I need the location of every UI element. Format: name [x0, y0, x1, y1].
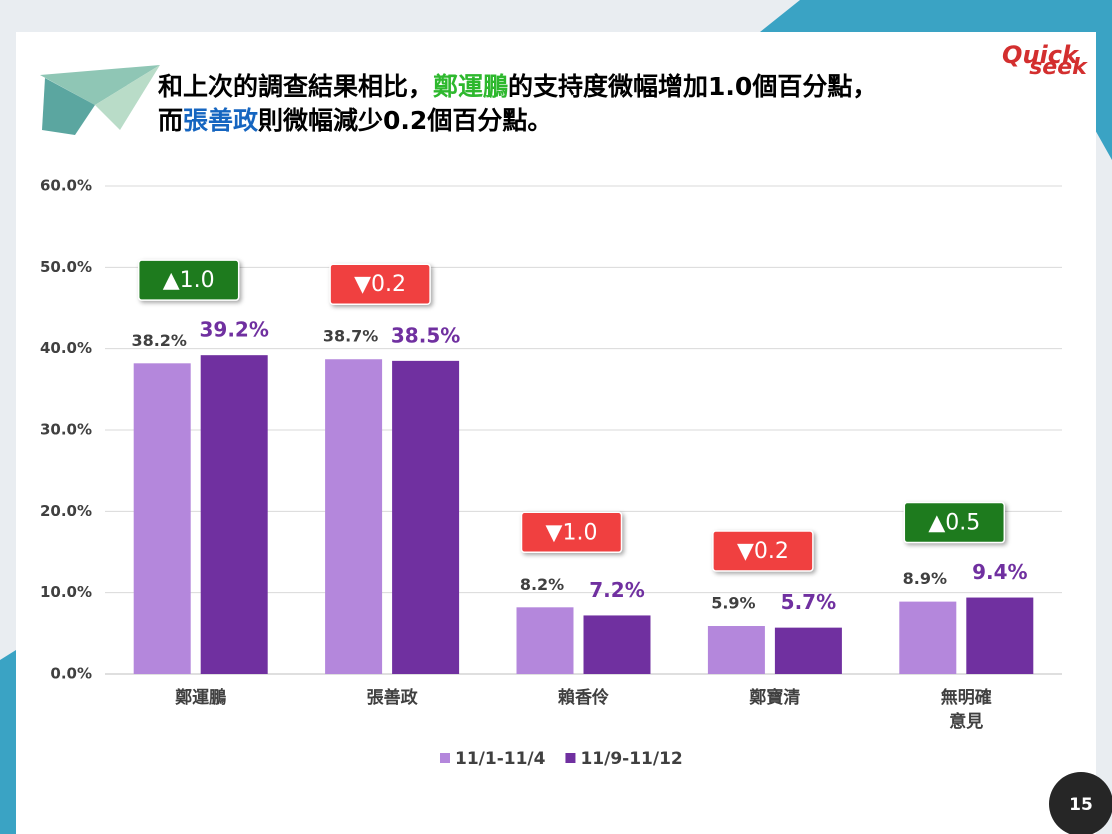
value-label: 38.5% [391, 323, 460, 347]
legend-label: 11/1-11/4 [455, 749, 546, 769]
value-label: 8.9% [903, 569, 947, 588]
change-label: ▲0.5 [928, 511, 980, 536]
title-segment: 則微幅減少0.2個百分點。 [258, 106, 553, 135]
decor [40, 65, 160, 105]
bar [583, 615, 651, 674]
title-segment: 張善政 [183, 106, 259, 135]
y-tick-label: 0.0% [50, 665, 92, 683]
y-tick-label: 60.0% [40, 177, 92, 195]
y-tick-label: 20.0% [40, 502, 92, 520]
value-label: 38.7% [323, 327, 379, 346]
legend-swatch [565, 753, 576, 763]
title-segment: 的支持度微幅增加1.0個百分點， [508, 72, 878, 101]
title-line: 和上次的調查結果相比，鄭運鵬的支持度微幅增加1.0個百分點， [158, 70, 877, 104]
bar [392, 360, 460, 674]
change-label: ▲1.0 [163, 268, 215, 293]
bar [899, 601, 957, 674]
page-badge [1049, 772, 1112, 834]
legend-label: 11/9-11/12 [580, 749, 682, 769]
bar [516, 607, 574, 674]
decor [95, 65, 160, 130]
change-badge [712, 530, 814, 572]
title-segment: 鄭運鵬 [433, 72, 509, 101]
x-tick-label: 張善政 [366, 688, 418, 708]
value-label: 38.2% [131, 331, 187, 350]
value-label: 5.9% [711, 594, 755, 613]
change-label: ▼0.2 [737, 539, 789, 564]
x-tick-label: 無明確 意見 [940, 688, 992, 732]
y-tick-label: 10.0% [40, 583, 92, 601]
decor [42, 78, 95, 135]
value-label: 5.7% [781, 590, 836, 614]
x-tick-label: 賴香伶 [558, 688, 609, 708]
panel [16, 32, 1096, 834]
logo-bottom: seek [1029, 55, 1088, 80]
page-number: 15 [1069, 795, 1093, 815]
change-badge [329, 263, 431, 305]
x-tick-label: 鄭寶清 [749, 688, 801, 708]
change-badge [520, 511, 623, 554]
title-line: 而張善政則微幅減少0.2個百分點。 [158, 104, 877, 138]
change-label: ▼0.2 [354, 272, 406, 297]
bar [133, 363, 191, 674]
change-label: ▼1.0 [546, 520, 598, 545]
title: 和上次的調查結果相比，鄭運鵬的支持度微幅增加1.0個百分點， 而張善政則微幅減少0… [158, 70, 877, 138]
bar [325, 359, 383, 674]
title-segment: 和上次的調查結果相比， [158, 72, 434, 101]
value-label: 8.2% [520, 575, 564, 594]
legend-swatch [440, 753, 450, 763]
title-segment: 而 [158, 106, 184, 135]
y-tick-label: 50.0% [40, 258, 92, 276]
x-tick-label: 鄭運鵬 [175, 688, 227, 708]
bar [774, 627, 842, 674]
value-label: 9.4% [972, 560, 1027, 584]
decor [0, 650, 16, 834]
value-label: 7.2% [589, 578, 644, 602]
bar [966, 597, 1034, 674]
change-badge [137, 259, 240, 301]
change-badge [903, 501, 1006, 544]
value-label: 39.2% [200, 318, 269, 342]
y-tick-label: 40.0% [40, 339, 92, 357]
y-tick-label: 30.0% [40, 421, 92, 439]
logo-top: Quick [1002, 41, 1080, 69]
bar [707, 626, 765, 674]
bar [200, 355, 268, 674]
